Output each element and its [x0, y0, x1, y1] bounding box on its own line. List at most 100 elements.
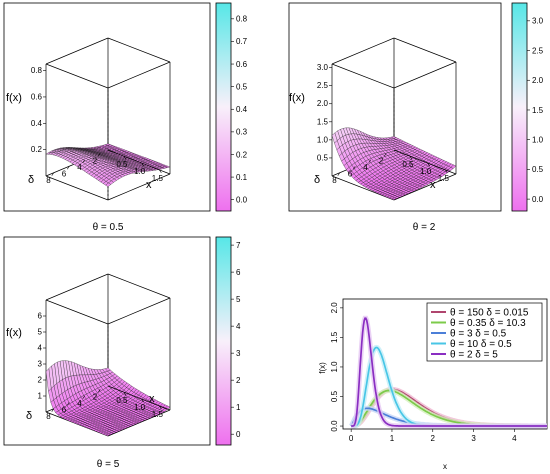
colorbar-ticks: 0 1 2 3 4 5 6 7 [231, 241, 241, 439]
colorbar-ticks: 0.0 0.1 0.2 0.3 0.4 0.5 0.6 0.7 0.8 [231, 15, 248, 204]
y-tick-label: 2.0 [330, 302, 339, 314]
colorbar-tick-label: 0.7 [236, 37, 248, 46]
x-tick-mark [123, 156, 127, 160]
colorbar-tick-label: 7 [236, 241, 241, 250]
delta-tick-label: 4 [363, 163, 368, 172]
z-tick-label: 0.2 [31, 145, 43, 154]
colorbar-tick-label: 0.2 [236, 150, 248, 159]
delta-tick-label: 6 [62, 405, 67, 414]
z-tick-label: 3.0 [317, 63, 329, 72]
box-edge [45, 175, 109, 201]
x-tick-mark [159, 169, 162, 174]
panel-caption: θ = 5 [97, 459, 120, 470]
z-tick-label: 2 [38, 376, 43, 385]
colorbar-tick-label: 5 [236, 295, 241, 304]
delta-tick-label: 8 [332, 176, 337, 185]
x-axis-ticks: 0 1 2 3 4 [349, 429, 517, 443]
delta-tick-label: 4 [77, 163, 82, 172]
y-tick-label: 0.5 [330, 390, 339, 402]
box-edge [107, 37, 171, 63]
x-tick-label: 1.0 [420, 167, 432, 176]
box-edge [45, 37, 109, 65]
delta-tick-label: 6 [348, 169, 353, 178]
surface-panel-theta-0-5: 0.2 0.4 0.6 0.8 2 4 6 8 0.5 1.0 1.5 f(x) δ x θ = 0… [3, 2, 248, 233]
colorbar-tick-label: 0.4 [236, 105, 248, 114]
z-axis-label: f(x) [6, 327, 22, 339]
z-tick-label: 3 [38, 360, 43, 369]
z-tick-label: 0.8 [31, 66, 43, 75]
colorbar-tick-label: 0.5 [532, 165, 544, 174]
legend-box [426, 302, 543, 362]
x-tick-label: 4 [512, 434, 517, 443]
colorbar-tick-label: 2.0 [532, 76, 544, 85]
box-edge [107, 61, 171, 89]
colorbar-tick-label: 0.8 [236, 15, 248, 24]
x-tick-label: 3 [471, 434, 476, 443]
x-tick-mark [141, 162, 144, 167]
delta-tick-mark [51, 408, 54, 412]
z-axis-label: f(x) [6, 92, 22, 104]
z-tick-label: 1 [38, 392, 43, 401]
box-edge [107, 273, 171, 299]
delta-tick-label: 2 [93, 156, 98, 165]
colorbar-tick-label: 0.6 [236, 60, 248, 69]
colorbar-tick-label: 1.0 [532, 135, 544, 144]
x-tick-label: 0.5 [116, 160, 128, 169]
z-tick-label: 0.5 [317, 153, 329, 162]
box-edge [331, 63, 395, 89]
y-axis-label: f(x) [318, 362, 327, 374]
colorbar-tick-label: 1 [236, 403, 241, 412]
colorbar [511, 2, 528, 212]
colorbar-tick-label: 0 [236, 430, 241, 439]
z-tick-label: 5 [38, 328, 43, 337]
legend-entry: θ = 10 δ = 0.5 [450, 339, 512, 350]
z-tick-label: 1.0 [317, 135, 329, 144]
colorbar-tick-label: 0.1 [236, 173, 248, 182]
y-tick-label: 1.0 [330, 361, 339, 373]
z-axis-label: f(x) [289, 92, 305, 104]
colorbar-tick-label: 1.5 [532, 106, 544, 115]
delta-tick-mark [51, 172, 54, 176]
box-edge [393, 37, 457, 63]
x-tick-label: 0.5 [402, 160, 414, 169]
legend-entry: θ = 2 δ = 5 [450, 350, 498, 361]
surface-plot: 0.2 0.4 0.6 0.8 2 4 6 8 0.5 1.0 1.5 [31, 37, 171, 201]
legend-entry: θ = 0.35 δ = 10.3 [450, 318, 526, 329]
x-tick-mark [409, 156, 413, 160]
x-tick-label: 1.0 [134, 167, 146, 176]
colorbar-tick-label: 0.0 [236, 195, 248, 204]
delta-axis-label: δ [28, 174, 34, 186]
colorbar-tick-label: 0.3 [236, 128, 248, 137]
box-edge [107, 297, 171, 325]
x-axis-label: x [149, 393, 155, 405]
z-tick-label: 0.4 [31, 119, 43, 128]
delta-tick-mark [82, 159, 85, 163]
z-tick-label: 2.5 [317, 81, 329, 90]
delta-tick-mark [67, 166, 70, 170]
x-tick-label: 2 [431, 434, 436, 443]
x-tick-label: 1.5 [152, 174, 164, 183]
surface-facet [105, 182, 112, 187]
delta-tick-mark [67, 402, 70, 406]
panel-caption: θ = 0.5 [93, 222, 124, 233]
x-tick-label: 1.0 [134, 403, 146, 412]
z-tick-label: 2.0 [317, 99, 329, 108]
colorbar-tick-label: 0.5 [236, 82, 248, 91]
surface-panel-theta-5: 1 2 3 4 5 6 2 4 6 8 0.5 1.0 1.5 f(x) δ x θ = 5 0 1 2 3 4… [3, 236, 241, 470]
box-edge [45, 63, 109, 89]
x-axis-label: x [430, 179, 436, 191]
x-tick-label: 0.5 [116, 396, 128, 405]
x-tick-mark [141, 398, 144, 403]
colorbar [215, 2, 232, 212]
delta-tick-label: 4 [77, 399, 82, 408]
x-axis-label: x [443, 462, 447, 471]
delta-tick-mark [384, 153, 387, 157]
surface-plot: 1 2 3 4 5 6 2 4 6 8 0.5 1.0 1.5 [38, 273, 171, 437]
box-edge [45, 299, 109, 325]
delta-tick-label: 8 [46, 176, 51, 185]
colorbar-tick-label: 2 [236, 376, 241, 385]
box-edge [331, 37, 395, 65]
x-tick-mark [123, 392, 127, 396]
density-line-chart: 0.0 0.5 1.0 1.5 2.0 0 1 2 3 4 f(x) x θ = 150 δ =… [318, 298, 548, 471]
colorbar-tick-label: 3.0 [532, 17, 544, 26]
